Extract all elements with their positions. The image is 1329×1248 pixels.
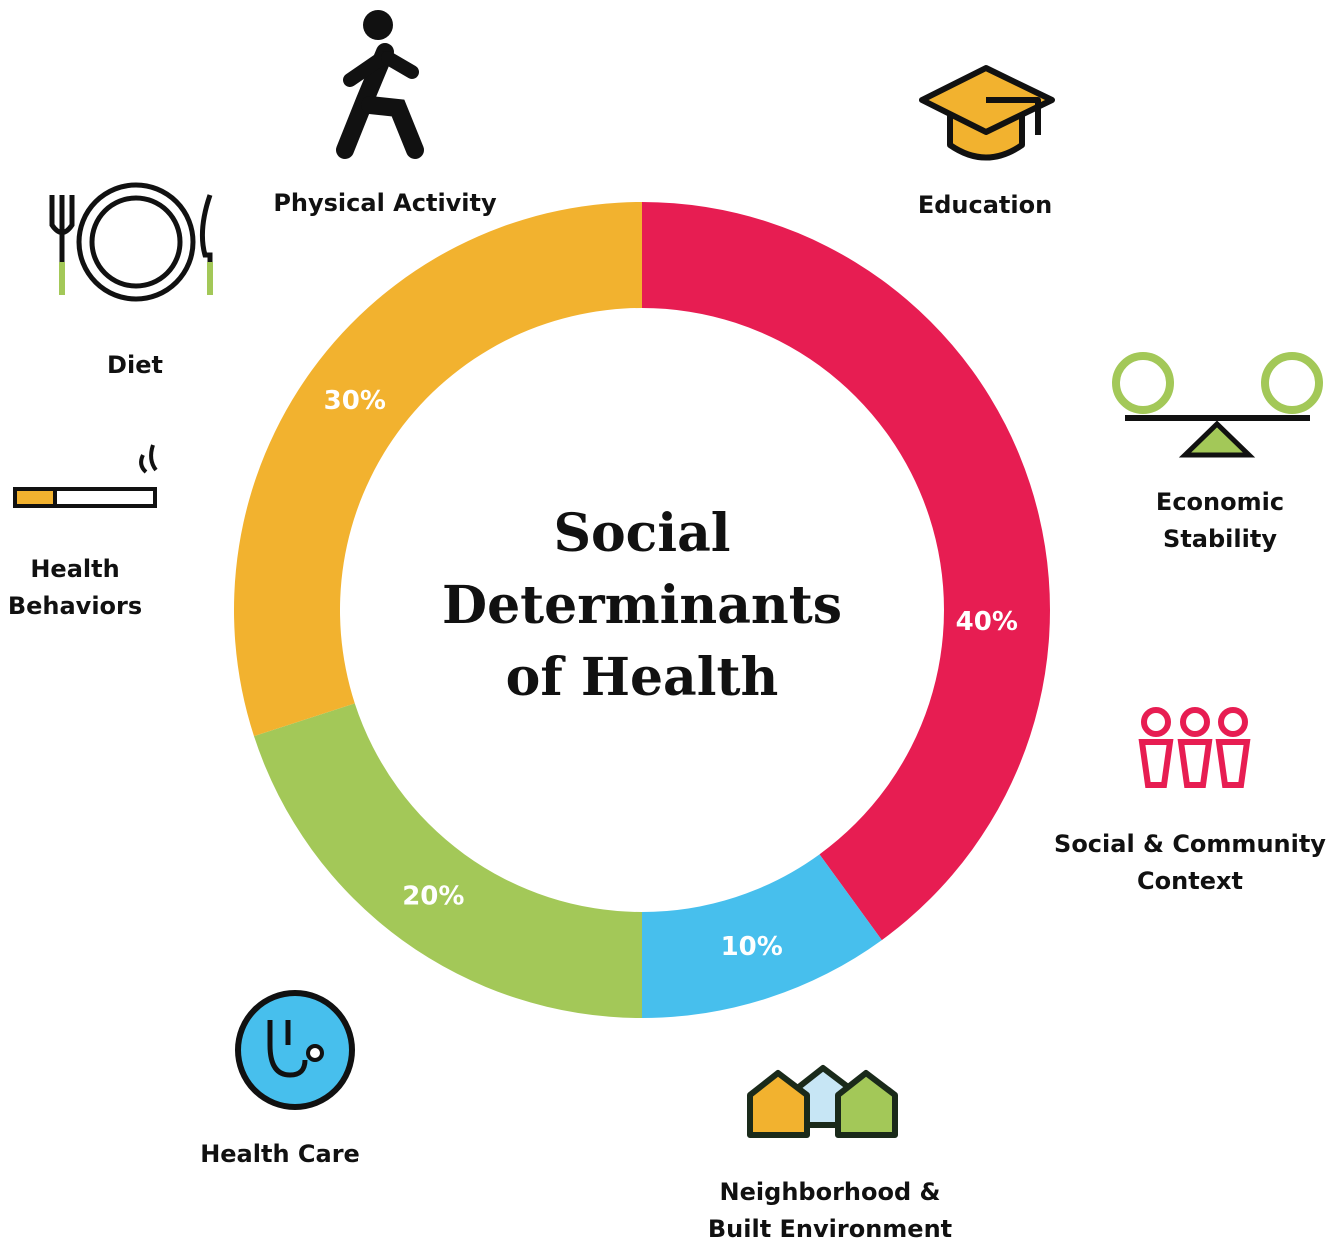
icon-health-behaviors — [13, 444, 158, 508]
icon-diet — [49, 182, 213, 302]
icon-economic-stability — [1112, 352, 1323, 458]
annotation: Health Care — [200, 1140, 360, 1168]
value-label: 10% — [721, 932, 783, 962]
icon-education — [919, 65, 1055, 161]
icon-social-community — [1138, 707, 1251, 788]
annotation: Education — [917, 191, 1053, 219]
icon-physical-activity — [336, 10, 424, 159]
donut-segment — [642, 202, 1050, 941]
icon-health-care — [235, 990, 355, 1110]
chart-title: Social Determinants of Health — [441, 503, 843, 708]
value-label: 30% — [324, 386, 386, 416]
annotation: Physical Activity — [273, 189, 497, 217]
annotation: Social & Community Context — [1054, 830, 1326, 895]
value-label: 20% — [402, 882, 464, 912]
value-label: 40% — [956, 607, 1018, 637]
annotation: Economic Stability — [1155, 488, 1285, 553]
donut-segment — [233, 202, 642, 737]
donut-segment — [642, 854, 882, 1018]
annotation: Neighborhood & Built Environment — [707, 1178, 953, 1243]
annotation: Diet — [107, 351, 163, 379]
icon-neighborhood — [747, 1065, 898, 1138]
annotation: Health Behaviors — [7, 555, 143, 620]
donut-segment — [253, 703, 643, 1018]
